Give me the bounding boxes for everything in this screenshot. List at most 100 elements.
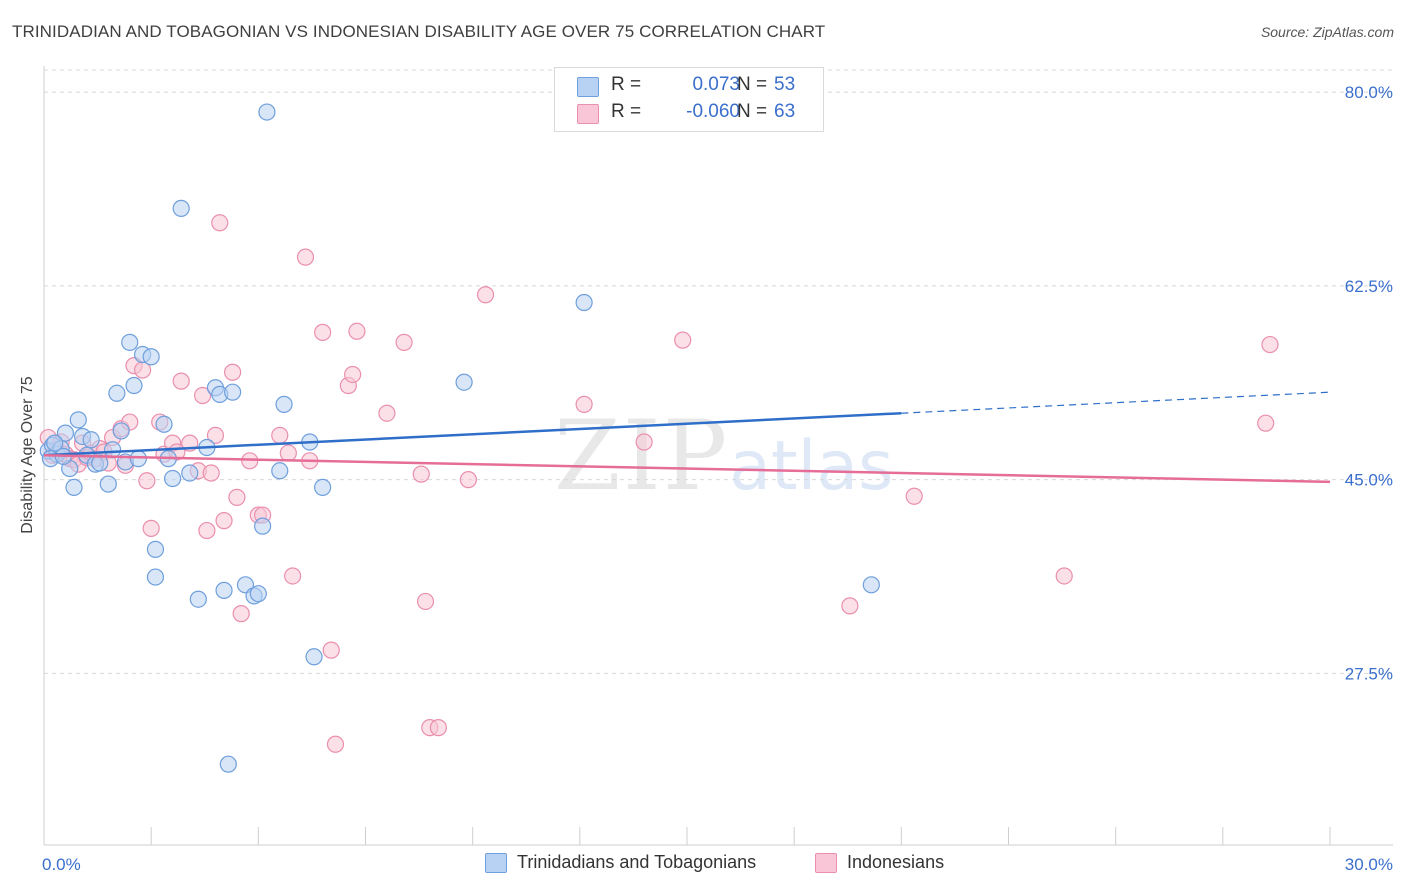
trinidadian-point — [275, 395, 293, 413]
trinidadian-point — [271, 462, 289, 480]
indonesian-point — [674, 331, 692, 349]
trinidadian-point — [172, 199, 190, 217]
trinidadian-point — [146, 540, 165, 558]
trinidadian-point — [862, 576, 880, 594]
indonesian-point — [1257, 414, 1275, 432]
indonesian-point — [142, 519, 160, 537]
indonesian-point — [271, 426, 289, 444]
trend-lines — [43, 391, 1331, 484]
trinidadian-point — [215, 581, 233, 599]
indonesian-point — [1055, 567, 1073, 585]
trinidadian-point — [146, 568, 165, 586]
indonesian-point — [296, 248, 315, 266]
n-value: 53 — [774, 74, 796, 95]
indonesian-point — [348, 322, 366, 340]
trinidadian-point — [91, 454, 109, 472]
n-label: N = — [737, 101, 768, 122]
indonesian-point — [841, 597, 859, 615]
indonesian-point — [322, 641, 340, 659]
trinidadian-point — [249, 585, 267, 603]
zipatlas-watermark: ZIPatlas — [554, 400, 894, 512]
watermark-zip: ZIP — [554, 400, 730, 512]
trinidadian-point — [575, 293, 593, 312]
x-tick-label: 0.0% — [42, 855, 81, 874]
trinidadian-point — [219, 755, 237, 773]
indonesian-point — [416, 592, 435, 611]
indonesian-point — [395, 333, 413, 351]
chart-title: TRINIDADIAN AND TOBAGONIAN VS INDONESIAN… — [12, 22, 826, 41]
trinidadian-point — [56, 424, 75, 442]
x-tick-label: 30.0% — [1345, 855, 1393, 874]
indonesian-point — [138, 472, 156, 490]
indonesian-point — [202, 464, 220, 482]
indonesian-trend-line — [43, 454, 1331, 484]
trinidadian-point — [155, 415, 173, 433]
trinidadian-point — [254, 517, 272, 535]
indonesian-point — [314, 323, 332, 341]
indonesian-point — [905, 487, 923, 505]
trinidadian-point — [46, 434, 64, 452]
indonesian-point — [232, 605, 250, 623]
trinidadian-point — [129, 450, 147, 468]
blue-swatch — [485, 853, 507, 873]
indonesian-point — [228, 488, 246, 506]
indonesian-point — [459, 471, 477, 489]
trinidadian-point — [108, 384, 126, 402]
indonesians-points — [39, 214, 1279, 753]
trinidadian-point — [224, 383, 242, 401]
trinidadian-point — [82, 431, 100, 449]
indonesian-point — [206, 426, 225, 444]
indonesian-point — [635, 433, 653, 451]
trinidadian-point — [125, 376, 143, 395]
n-value: 63 — [774, 101, 796, 122]
indonesian-point — [211, 214, 229, 232]
indonesian-point — [429, 719, 447, 737]
trinidadian-trend-extension — [901, 391, 1331, 414]
pink-swatch — [815, 853, 837, 873]
indonesian-point — [198, 521, 216, 540]
indonesian-point — [378, 404, 396, 422]
watermark-atlas: atlas — [729, 427, 894, 506]
legend-label: Indonesians — [847, 852, 945, 872]
indonesian-point — [326, 735, 345, 753]
trinidadian-point — [99, 475, 117, 493]
r-label: R = — [611, 101, 642, 122]
trinidadian-point — [258, 103, 276, 121]
trinidadians-points — [39, 103, 880, 773]
indonesian-point — [412, 465, 430, 483]
r-label: R = — [611, 74, 642, 95]
legend-label: Trinidadians and Tobagonians — [517, 852, 757, 872]
y-tick-label: 62.5% — [1345, 277, 1393, 296]
y-tick-label: 45.0% — [1345, 471, 1393, 490]
trinidadian-point — [112, 422, 130, 440]
trinidadian-point — [121, 333, 139, 351]
indonesian-point — [344, 365, 362, 384]
trinidadian-point — [305, 648, 323, 666]
trinidadian-point — [181, 464, 199, 482]
trinidadian-trend-line — [43, 411, 902, 457]
indonesian-point — [194, 386, 212, 405]
indonesian-point — [476, 286, 495, 304]
blue-swatch — [577, 77, 599, 97]
n-label: N = — [737, 74, 768, 95]
y-tick-label: 80.0% — [1345, 83, 1393, 102]
indonesian-point — [172, 372, 190, 390]
trinidadian-point — [142, 348, 160, 366]
trinidadian-point — [69, 411, 87, 429]
indonesian-point — [284, 567, 302, 585]
trinidadian-point — [455, 373, 473, 391]
pink-swatch — [577, 104, 599, 124]
indonesian-point — [1261, 335, 1279, 354]
r-value: -0.060 — [686, 101, 740, 122]
indonesian-point — [279, 444, 297, 462]
indonesian-point — [215, 512, 233, 530]
indonesian-point — [575, 395, 593, 413]
trinidadian-point — [65, 478, 83, 496]
source-credit: Source: ZipAtlas.com — [1260, 24, 1394, 40]
indonesian-point — [224, 363, 242, 381]
trinidadian-point — [314, 478, 332, 496]
stats-legend: R = 0.073 N = 53 R = -0.060 N = 63 — [554, 67, 824, 132]
y-tick-label: 27.5% — [1345, 664, 1393, 683]
trinidadian-point — [164, 469, 182, 488]
